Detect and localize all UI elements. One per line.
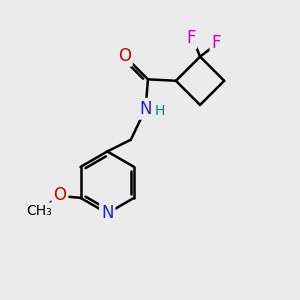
Text: N: N <box>139 100 152 118</box>
Text: H: H <box>154 104 165 118</box>
Text: CH₃: CH₃ <box>26 204 52 218</box>
Text: O: O <box>53 186 66 204</box>
Text: O: O <box>118 47 131 65</box>
Text: N: N <box>101 204 114 222</box>
Text: F: F <box>186 29 195 47</box>
Text: F: F <box>212 34 221 52</box>
